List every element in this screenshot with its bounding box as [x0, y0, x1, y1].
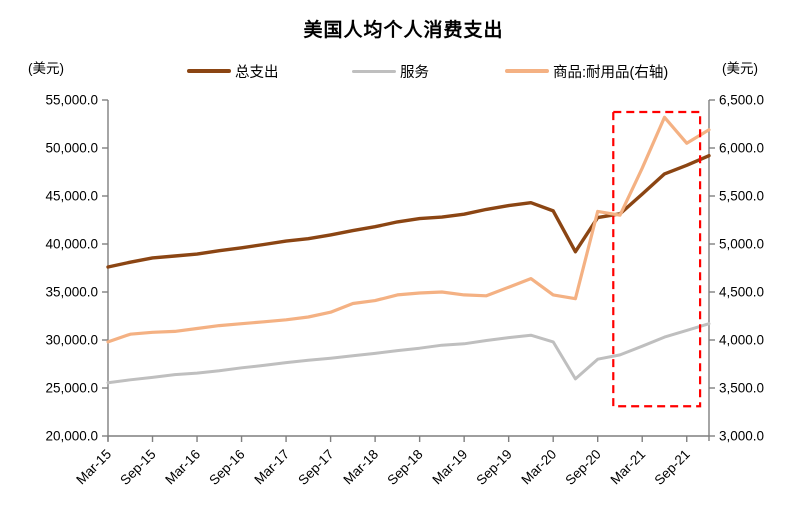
legend-label-total: 总支出 — [235, 64, 279, 81]
x-axis-tick-label: Sep-15 — [117, 447, 158, 488]
services-line-swatch-icon — [352, 69, 396, 73]
legend-label-services: 服务 — [400, 64, 429, 81]
x-axis-tick-label: Mar-20 — [518, 447, 559, 488]
x-axis-tick-label: Mar-21 — [607, 447, 648, 488]
y-axis-left-tick-label: 35,000.0 — [45, 285, 98, 300]
y-axis-left-tick-label: 20,000.0 — [45, 429, 98, 444]
series-services-line — [106, 322, 711, 385]
left-axis-unit-label: (美元) — [28, 61, 64, 76]
x-axis-tick-label: Mar-16 — [162, 447, 203, 488]
y-axis-left-tick-label: 25,000.0 — [45, 381, 98, 396]
x-axis-tick-label: Mar-17 — [251, 447, 292, 488]
y-axis-left-tick-label: 45,000.0 — [45, 189, 98, 204]
y-axis-right-tick-label: 3,500.0 — [719, 381, 764, 396]
y-axis-right-tick-label: 4,500.0 — [719, 285, 764, 300]
y-axis-right-tick-label: 5,000.0 — [719, 237, 764, 252]
x-axis-tick-label: Sep-18 — [384, 447, 425, 488]
legend: 总支出 服务 商品:耐用品(右轴) — [0, 61, 807, 81]
x-axis-tick-label: Sep-16 — [206, 447, 247, 488]
legend-item-total: 总支出 — [187, 61, 279, 81]
x-axis-tick-label: Sep-20 — [562, 447, 603, 488]
y-axis-right-tick-label: 6,500.0 — [719, 93, 764, 108]
x-axis-tick-label: Sep-21 — [651, 447, 692, 488]
axes — [107, 100, 710, 441]
legend-item-services: 服务 — [352, 61, 429, 81]
y-axis-left-tick-label: 30,000.0 — [45, 333, 98, 348]
y-axis-right-tick-label: 4,000.0 — [719, 333, 764, 348]
x-axis-tick-label: Sep-19 — [473, 447, 514, 488]
x-axis-tick-label: Mar-18 — [340, 447, 381, 488]
y-axis-left-tick-label: 55,000.0 — [45, 93, 98, 108]
y-axis-right-tick-label: 5,500.0 — [719, 189, 764, 204]
highlight-box — [612, 110, 702, 408]
x-axis-tick-label: Mar-15 — [73, 447, 114, 488]
x-axis-tick-label: Mar-19 — [429, 447, 470, 488]
right-axis-unit-label: (美元) — [722, 61, 758, 76]
total-line-swatch-icon — [187, 69, 231, 73]
series-total-line — [106, 154, 711, 269]
durables-line-swatch-icon — [505, 69, 549, 73]
x-axis-tick-label: Sep-17 — [295, 447, 336, 488]
y-axis-left-tick-label: 40,000.0 — [45, 237, 98, 252]
y-axis-left-tick-label: 50,000.0 — [45, 141, 98, 156]
legend-label-durables: 商品:耐用品(右轴) — [553, 64, 669, 81]
chart-title: 美国人均个人消费支出 — [303, 20, 504, 41]
legend-item-durables: 商品:耐用品(右轴) — [505, 61, 668, 81]
y-axis-right-tick-label: 6,000.0 — [719, 141, 764, 156]
y-axis-right-tick-label: 3,000.0 — [719, 429, 764, 444]
series-durables-line — [106, 115, 711, 344]
